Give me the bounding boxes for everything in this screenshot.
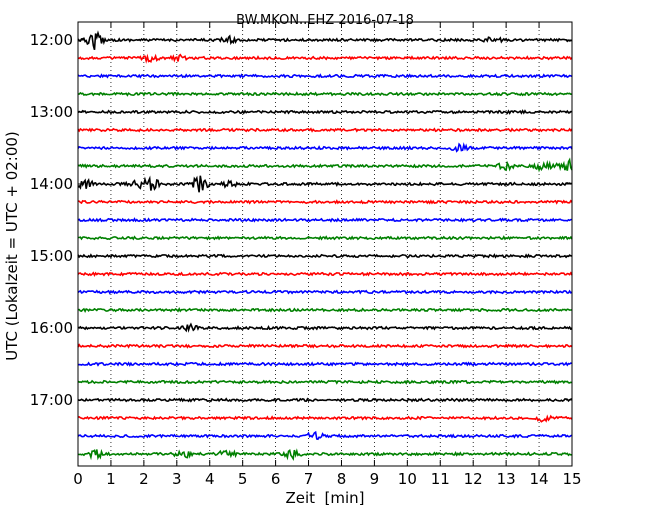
x-tick-label-8: 8 [337, 470, 347, 488]
trace-22 [77, 430, 573, 441]
chart-title: BW.MKON..EHZ 2016-07-18 [236, 13, 414, 28]
trace-13 [77, 271, 573, 277]
trace-17 [77, 343, 573, 349]
y-tick-label-1: 13:00 [30, 103, 73, 121]
y-tick-label-3: 15:00 [30, 247, 73, 265]
trace-1 [77, 53, 573, 64]
x-tick-label-13: 13 [497, 470, 516, 488]
trace-15 [77, 306, 573, 313]
y-tick-label-4: 16:00 [30, 319, 73, 337]
trace-5 [77, 127, 573, 133]
x-tick-label-2: 2 [139, 470, 149, 488]
trace-7 [77, 157, 573, 173]
x-axis: 0 1 2 3 4 5 6 7 8 9 10 11 12 13 14 15 [73, 22, 582, 488]
trace-14 [77, 289, 573, 295]
trace-4 [77, 109, 573, 115]
trace-9 [77, 199, 573, 205]
x-tick-label-9: 9 [370, 470, 380, 488]
y-tick-label-0: 12:00 [30, 31, 73, 49]
trace-21 [77, 414, 573, 423]
x-tick-label-10: 10 [398, 470, 417, 488]
trace-2 [77, 73, 573, 79]
y-tick-label-2: 14:00 [30, 175, 73, 193]
x-tick-label-11: 11 [431, 470, 450, 488]
trace-11 [78, 235, 573, 241]
x-tick-label-0: 0 [73, 470, 83, 488]
x-tick-label-6: 6 [271, 470, 281, 488]
x-tick-label-12: 12 [464, 470, 483, 488]
x-tick-label-14: 14 [530, 470, 549, 488]
x-axis-label: Zeit [min] [285, 489, 364, 507]
trace-16 [77, 322, 573, 333]
trace-8 [77, 175, 573, 193]
x-tick-label-1: 1 [106, 470, 116, 488]
trace-20 [77, 397, 573, 403]
trace-6 [77, 142, 573, 153]
x-tick-label-15: 15 [562, 470, 581, 488]
y-tick-label-5: 17:00 [30, 391, 73, 409]
x-tick-label-5: 5 [238, 470, 248, 488]
trace-10 [77, 217, 573, 223]
x-tick-label-7: 7 [304, 470, 314, 488]
trace-3 [77, 91, 573, 97]
x-tick-label-4: 4 [205, 470, 215, 488]
trace-23 [77, 448, 572, 462]
y-axis-label: UTC (Lokalzeit = UTC + 02:00) [3, 131, 21, 361]
plot-frame [77, 21, 573, 467]
trace-18 [77, 361, 573, 367]
trace-0 [77, 30, 573, 51]
trace-19 [77, 379, 573, 385]
traces [77, 30, 573, 462]
x-tick-label-3: 3 [172, 470, 182, 488]
trace-12 [77, 253, 573, 259]
y-axis: 12:00 13:00 14:00 15:00 16:00 17:00 [30, 31, 572, 409]
